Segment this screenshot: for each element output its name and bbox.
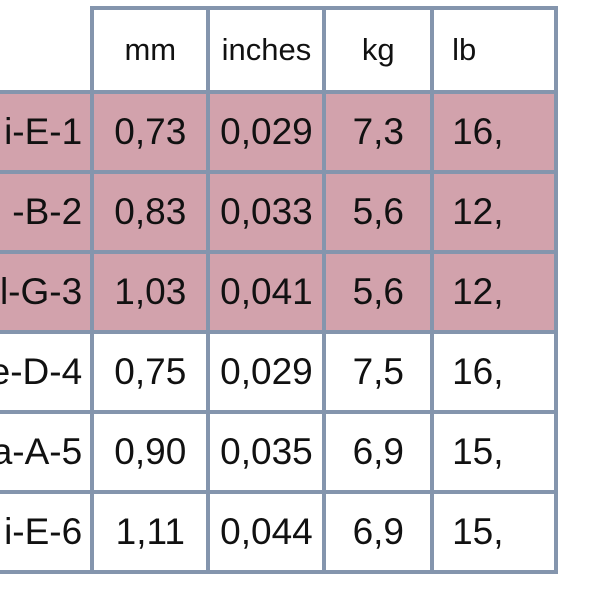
table-cell: 7,5 [322, 330, 435, 414]
table-cell: 0,73 [90, 90, 211, 174]
table-cell: 6,9 [322, 490, 435, 574]
header-row: mm inches kg lb [0, 6, 558, 94]
table-cell: 0,029 [206, 330, 327, 414]
table-cell: 0,90 [90, 410, 211, 494]
table-row: -B-2 0,83 0,033 5,6 12, [0, 170, 558, 254]
table-cell: -B-2 [0, 170, 95, 254]
header-cell: mm [90, 6, 211, 94]
table-cell: i-E-1 [0, 90, 95, 174]
table-row: l-G-3 1,03 0,041 5,6 12, [0, 250, 558, 334]
table-cell: 0,75 [90, 330, 211, 414]
table-cell: 12, [430, 250, 558, 334]
table-cell: 15, [430, 410, 558, 494]
header-cell: kg [322, 6, 435, 94]
header-cell: lb [430, 6, 558, 94]
table-cell: l-G-3 [0, 250, 95, 334]
table-cell: 16, [430, 90, 558, 174]
header-cell: inches [206, 6, 327, 94]
table-cell: 7,3 [322, 90, 435, 174]
table-cell: i-E-6 [0, 490, 95, 574]
table-row: i-E-1 0,73 0,029 7,3 16, [0, 90, 558, 174]
table-cell: 0,041 [206, 250, 327, 334]
table-row: i-E-6 1,11 0,044 6,9 15, [0, 490, 558, 574]
data-table: mm inches kg lb i-E-1 0,73 0,029 7,3 16, -B-2… [0, 6, 558, 574]
header-cell [0, 6, 95, 94]
table-cell: 15, [430, 490, 558, 574]
table-cell: 0,83 [90, 170, 211, 254]
table-cell: 0,044 [206, 490, 327, 574]
table-row: a-A-5 0,90 0,035 6,9 15, [0, 410, 558, 494]
table-cell: 12, [430, 170, 558, 254]
table-cell: 1,11 [90, 490, 211, 574]
table-cell: a-A-5 [0, 410, 95, 494]
table-cell: 16, [430, 330, 558, 414]
table-cell: 5,6 [322, 250, 435, 334]
table-cell: 1,03 [90, 250, 211, 334]
table-cell: 0,029 [206, 90, 327, 174]
table-cell: 6,9 [322, 410, 435, 494]
table-cell: 0,035 [206, 410, 327, 494]
table-cell: 0,033 [206, 170, 327, 254]
table-cell: e-D-4 [0, 330, 95, 414]
table-cell: 5,6 [322, 170, 435, 254]
